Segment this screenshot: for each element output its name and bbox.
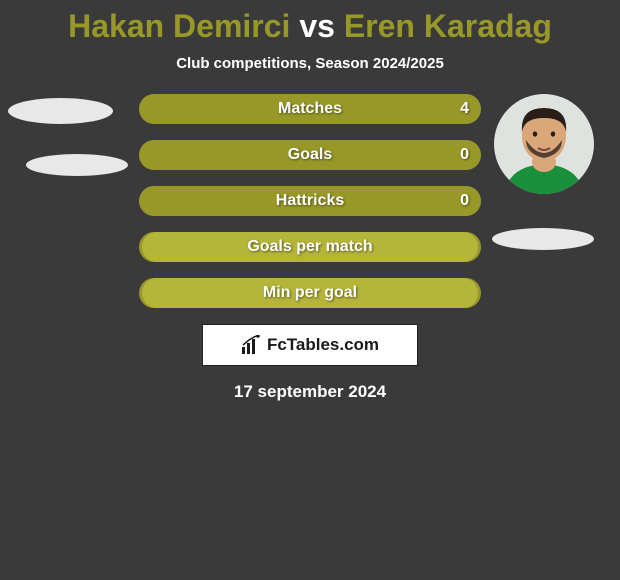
stat-bar-row: Goals 0 [139, 140, 481, 170]
fctables-logo: FcTables.com [202, 324, 418, 366]
stat-bar-label: Min per goal [263, 284, 357, 302]
stat-bar-row: Matches 4 [139, 94, 481, 124]
stat-bar-row: Goals per match [139, 232, 481, 262]
stat-bar-value: 0 [460, 146, 469, 164]
logo-text: FcTables.com [267, 335, 379, 355]
stat-bar-label: Goals per match [247, 238, 372, 256]
chart-icon [241, 335, 261, 355]
stat-bar-label: Matches [278, 100, 342, 118]
stat-bar-value: 4 [460, 100, 469, 118]
date-text: 17 september 2024 [0, 382, 620, 402]
subtitle: Club competitions, Season 2024/2025 [0, 55, 620, 72]
right-player-block [494, 94, 594, 250]
stat-bars: Matches 4 Goals 0 Hattricks 0 Goals per match M… [139, 94, 481, 308]
player1-name: Hakan Demirci [68, 8, 290, 44]
stat-bar-label: Hattricks [276, 192, 344, 210]
player2-avatar [494, 94, 594, 194]
left-player-placeholder [8, 94, 128, 176]
stat-bar-row: Min per goal [139, 278, 481, 308]
placeholder-oval [8, 98, 113, 124]
avatar-icon [494, 94, 594, 194]
stat-bar-label: Goals [288, 146, 332, 164]
comparison-content: Matches 4 Goals 0 Hattricks 0 Goals per match M… [0, 94, 620, 402]
placeholder-oval [492, 228, 594, 250]
placeholder-oval [26, 154, 128, 176]
stat-bar-row: Hattricks 0 [139, 186, 481, 216]
player2-name: Eren Karadag [344, 8, 552, 44]
stat-bar-value: 0 [460, 192, 469, 210]
vs-text: vs [299, 8, 335, 44]
page-title: Hakan Demirci vs Eren Karadag [0, 0, 620, 45]
